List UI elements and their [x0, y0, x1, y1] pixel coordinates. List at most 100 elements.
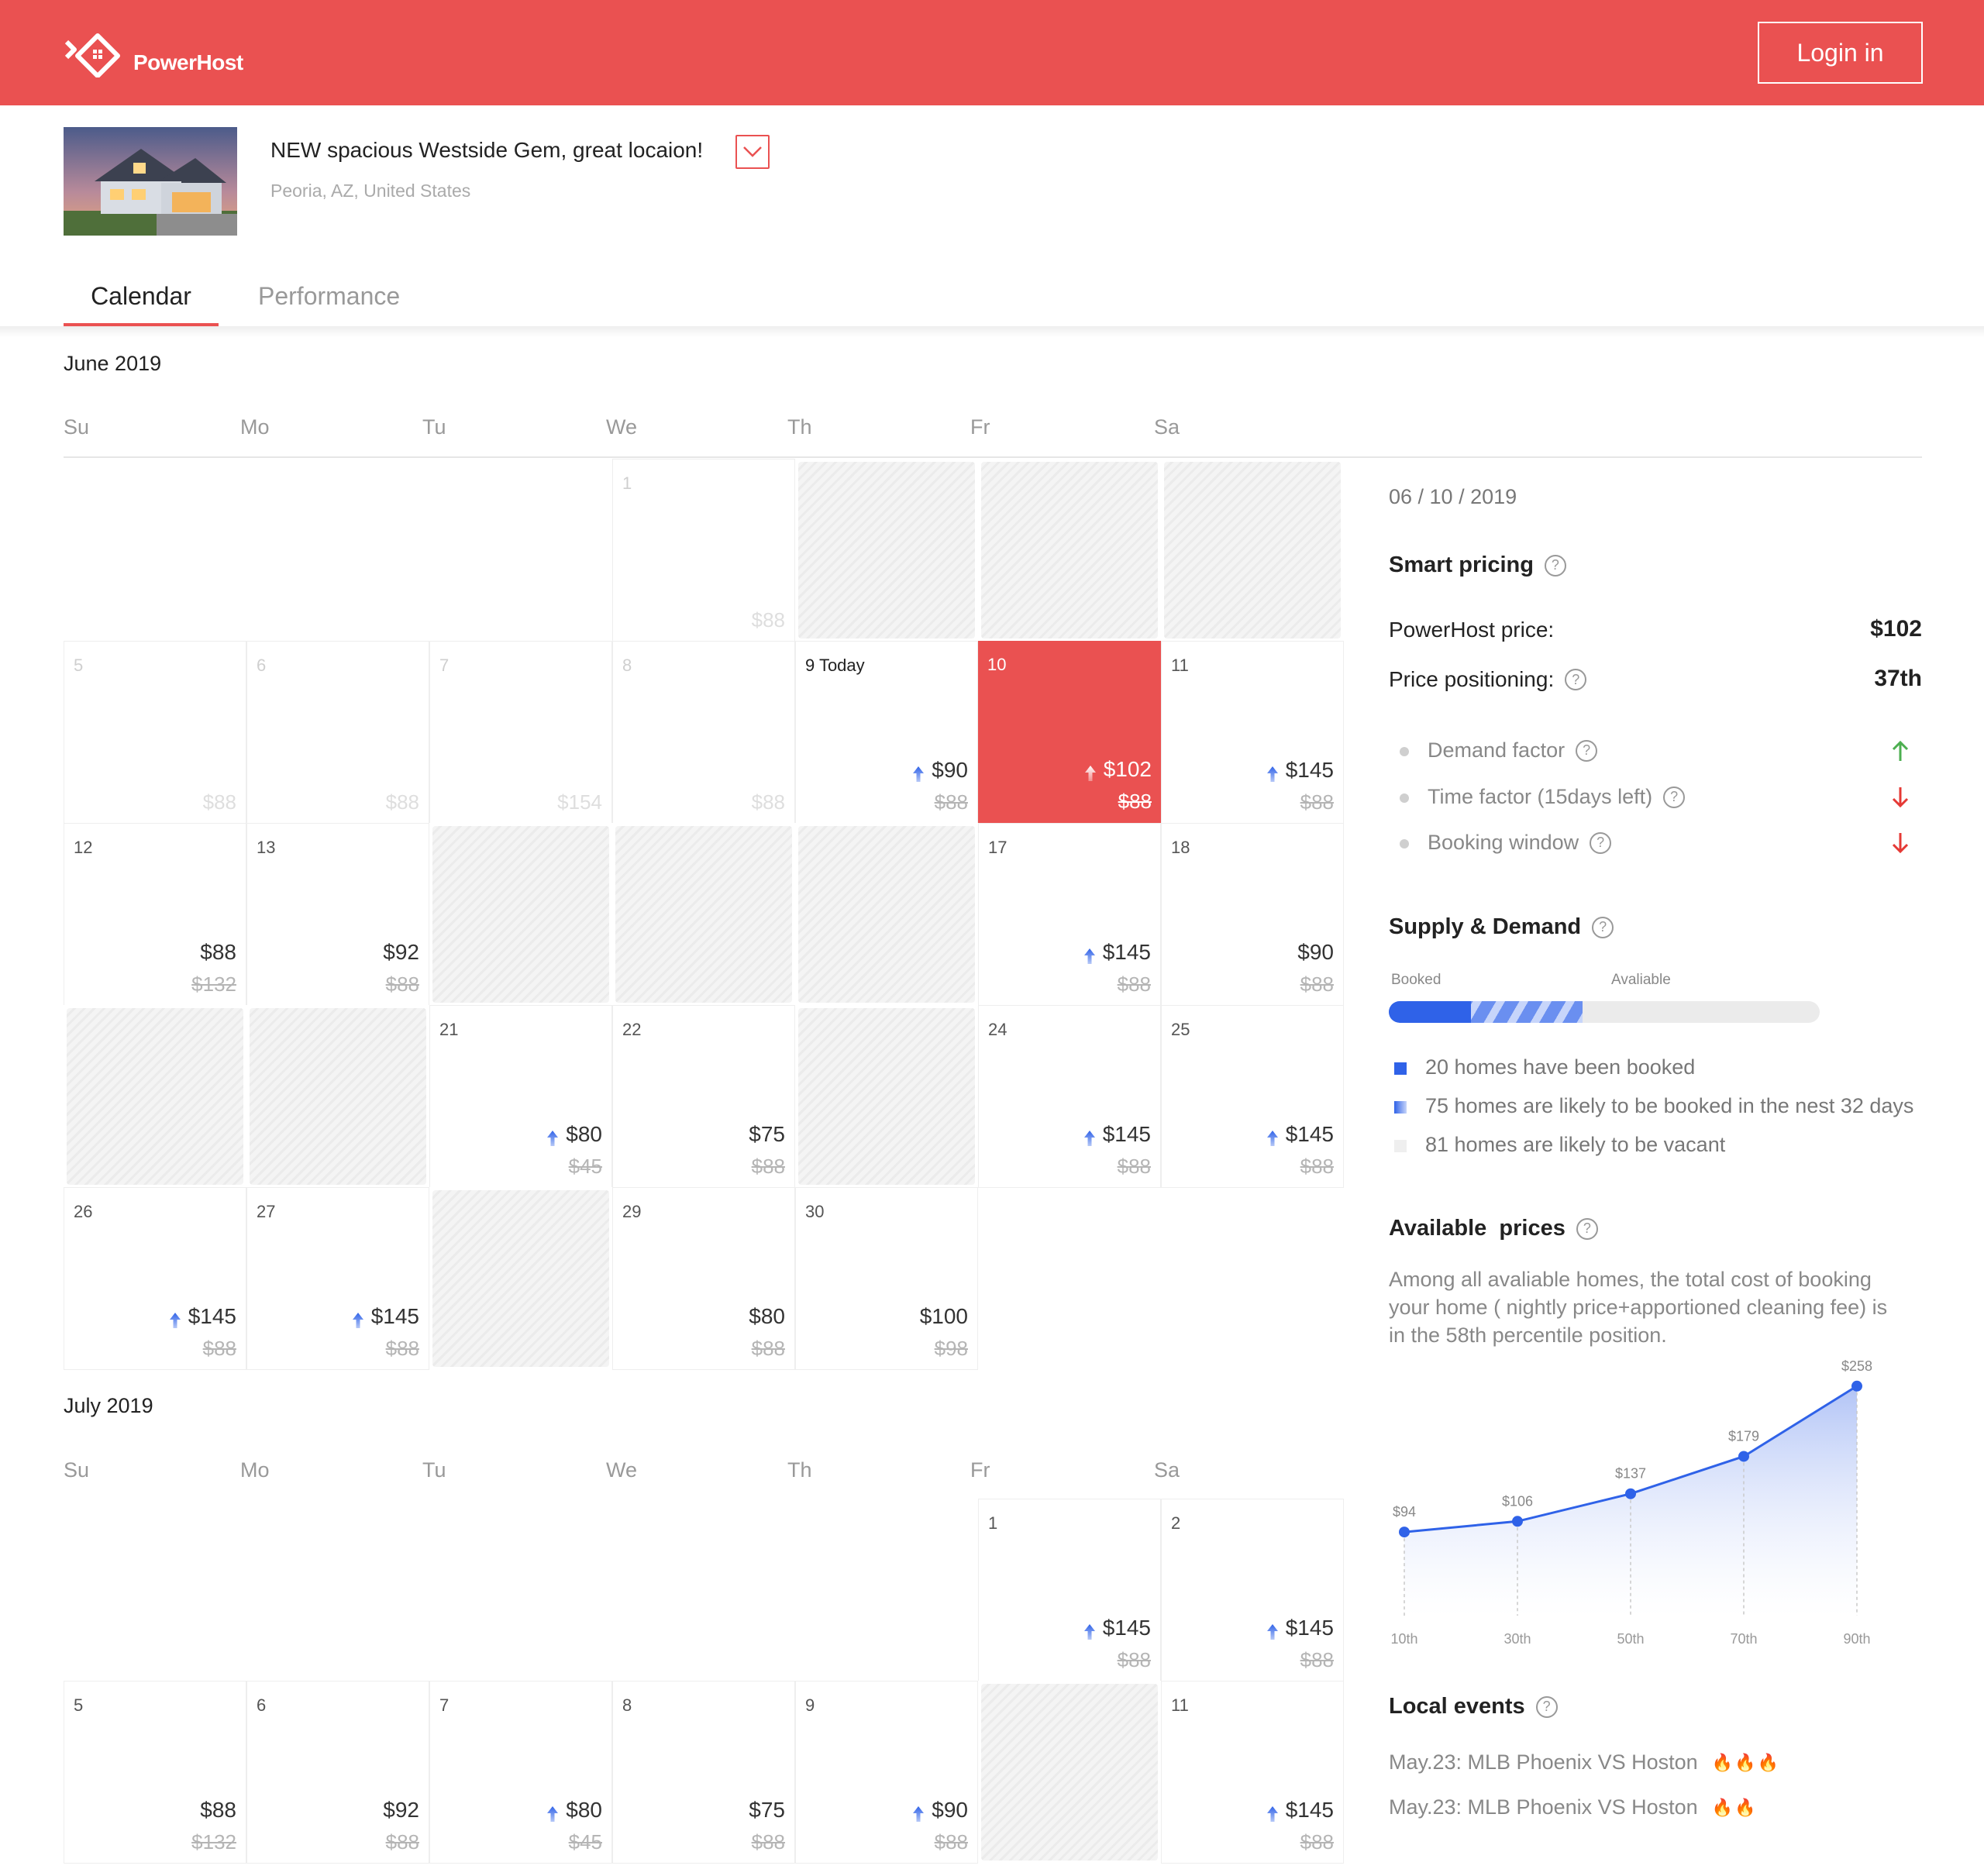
- calendar-day[interactable]: 30 $100 $98: [795, 1187, 978, 1370]
- help-icon[interactable]: ?: [1590, 831, 1612, 854]
- calendar-day[interactable]: 18 $90 $88: [1161, 823, 1344, 1006]
- blocked-pattern: [615, 826, 792, 1003]
- price-positioning-value: 37th: [1874, 666, 1922, 691]
- calendar-day[interactable]: 5 $88: [64, 641, 246, 824]
- day-number: 9: [805, 1695, 815, 1715]
- calendar-day[interactable]: 8 $88: [612, 641, 795, 824]
- day-number: 8: [622, 1695, 632, 1715]
- calendar-day-blocked[interactable]: [978, 1681, 1161, 1864]
- calendar-day[interactable]: 24 $145 $88: [978, 1005, 1161, 1188]
- original-price: $88: [1300, 972, 1334, 996]
- blocked-pattern: [798, 462, 975, 639]
- weekday-label: Su: [64, 415, 90, 439]
- help-icon[interactable]: ?: [1535, 1695, 1558, 1718]
- calendar-day[interactable]: 11 $145 $88: [1161, 1681, 1344, 1864]
- calendar-day[interactable]: 1 $145 $88: [978, 1499, 1161, 1682]
- original-price: $88: [1117, 1648, 1151, 1671]
- suggested-price: $80: [547, 1122, 602, 1147]
- suggested-price: $90: [1297, 940, 1334, 965]
- calendar-day[interactable]: 22 $75 $88: [612, 1005, 795, 1188]
- original-price: $132: [191, 1830, 236, 1854]
- help-icon[interactable]: ?: [1663, 786, 1686, 808]
- suggested-price: $145: [1266, 758, 1334, 783]
- calendar-day-blocked[interactable]: [1161, 459, 1344, 642]
- calendar-day[interactable]: 27 $145 $88: [246, 1187, 429, 1370]
- calendar-day[interactable]: 1 $88: [612, 459, 795, 642]
- help-icon[interactable]: ?: [1544, 554, 1566, 577]
- day-number: 5: [74, 656, 84, 675]
- calendar-day[interactable]: 11 $145 $88: [1161, 641, 1344, 824]
- calendar-day[interactable]: 2 $145 $88: [1161, 1499, 1344, 1682]
- day-number: 11: [1171, 1695, 1189, 1715]
- price-up-arrow-icon: [352, 1309, 363, 1328]
- original-price: $88: [751, 608, 785, 632]
- suggested-price: $102: [1084, 757, 1152, 782]
- factor-label: Demand factor: [1428, 738, 1566, 762]
- original-price: $88: [751, 1830, 785, 1854]
- calendar-day-blocked[interactable]: [612, 823, 795, 1006]
- day-number: 6: [257, 1695, 267, 1715]
- suggested-price: $145: [1083, 1122, 1151, 1147]
- help-icon[interactable]: ?: [1565, 669, 1587, 690]
- calendar-day-blocked[interactable]: [64, 1005, 246, 1188]
- calendar-day[interactable]: 7 $154: [429, 641, 612, 824]
- calendar-day-blocked[interactable]: [429, 1187, 612, 1370]
- price-up-arrow-icon: [1266, 762, 1278, 782]
- brand-name: PowerHost: [133, 50, 243, 74]
- blocked-pattern: [250, 1008, 426, 1185]
- calendar-day[interactable]: 6 $92 $88: [246, 1681, 429, 1864]
- login-button[interactable]: Login in: [1758, 22, 1923, 84]
- calendar-day[interactable]: 7 $80 $45: [429, 1681, 612, 1864]
- chart-data-label: $137: [1615, 1466, 1646, 1482]
- calendar-day[interactable]: 13 $92 $88: [246, 823, 429, 1006]
- calendar-day[interactable]: 17 $145 $88: [978, 823, 1161, 1006]
- calendar-day-blocked[interactable]: [978, 459, 1161, 642]
- local-event-item[interactable]: May.23: MLB Phoenix VS Hoston 🔥🔥🔥: [1389, 1750, 1780, 1774]
- calendar-day-blocked[interactable]: [246, 1005, 429, 1188]
- help-icon[interactable]: ?: [1592, 916, 1614, 938]
- chevron-down-icon: [743, 146, 762, 157]
- calendar-day[interactable]: 12 $88 $132: [64, 823, 246, 1006]
- calendar-day-blocked[interactable]: [795, 459, 978, 642]
- suggested-price: $80: [749, 1304, 785, 1329]
- weekday-label: Mo: [240, 415, 270, 439]
- calendar-day-blocked[interactable]: [429, 823, 612, 1006]
- price-value: $145: [1285, 1798, 1334, 1822]
- weekday-label: Mo: [240, 1458, 270, 1482]
- calendar-day-blocked[interactable]: [795, 823, 978, 1006]
- price-value: $80: [566, 1798, 602, 1822]
- local-events-title: Local events: [1389, 1694, 1525, 1719]
- property-dropdown-button[interactable]: [735, 135, 770, 169]
- calendar-day[interactable]: 26 $145 $88: [64, 1187, 246, 1370]
- suggested-price: $145: [169, 1304, 236, 1329]
- tab-performance[interactable]: Performance: [258, 282, 401, 310]
- legend-vacant: 81 homes are likely to be vacant: [1425, 1133, 1726, 1156]
- suggested-price: $100: [920, 1304, 968, 1329]
- day-number: 8: [622, 656, 632, 675]
- calendar-day[interactable]: 8 $75 $88: [612, 1681, 795, 1864]
- calendar-day[interactable]: 21 $80 $45: [429, 1005, 612, 1188]
- help-icon[interactable]: ?: [1576, 739, 1598, 762]
- day-number: 18: [1171, 838, 1190, 857]
- calendar-day[interactable]: 9 Today $90 $88: [795, 641, 978, 824]
- help-icon[interactable]: ?: [1576, 1217, 1598, 1240]
- local-event-item[interactable]: May.23: MLB Phoenix VS Hoston 🔥🔥: [1389, 1795, 1758, 1819]
- factor-demand: Demand factor ?: [1428, 738, 1598, 762]
- calendar-day[interactable]: 5 $88 $132: [64, 1681, 246, 1864]
- weekday-label: Fr: [970, 415, 990, 439]
- top-bar: PowerHost Login in: [0, 0, 1984, 105]
- price-value: $75: [749, 1798, 785, 1822]
- tab-calendar[interactable]: Calendar: [91, 282, 191, 310]
- calendar-day[interactable]: 29 $80 $88: [612, 1187, 795, 1370]
- calendar-day[interactable]: 9 $90 $88: [795, 1681, 978, 1864]
- chart-point: [1625, 1488, 1636, 1499]
- chart-point: [1851, 1380, 1862, 1392]
- chart-tick-label: 10th: [1390, 1631, 1417, 1647]
- calendar-day[interactable]: 6 $88: [246, 641, 429, 824]
- calendar-day[interactable]: 25 $145 $88: [1161, 1005, 1344, 1188]
- suggested-price: $90: [913, 1798, 968, 1823]
- brand-logo[interactable]: PowerHost: [64, 29, 243, 77]
- calendar-day-blocked[interactable]: [795, 1005, 978, 1188]
- day-number: 17: [988, 838, 1008, 857]
- calendar-day[interactable]: 10 $102 $88: [978, 641, 1161, 824]
